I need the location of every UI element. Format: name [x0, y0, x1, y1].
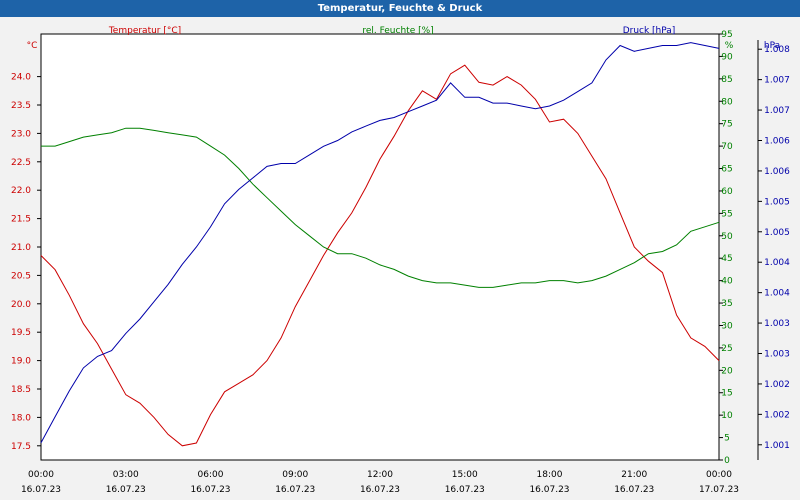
y-tick-humidity: 60: [721, 187, 733, 197]
y-tick-humidity: 55: [721, 209, 732, 219]
y-tick-pressure: 1.003: [764, 350, 790, 360]
y-tick-humidity: 75: [721, 120, 732, 130]
y-tick-pressure: 1.007: [764, 106, 790, 116]
y-tick-humidity: 0: [724, 456, 730, 466]
series-line-humidity: [41, 127, 720, 288]
x-tick-date: 16.07.23: [106, 485, 146, 495]
series-line-pressure: [40, 42, 720, 443]
y-tick-temperature: 20.5: [11, 271, 31, 281]
y-tick-pressure: 1.007: [764, 76, 790, 86]
series-line-temperature: [40, 64, 720, 447]
y-tick-temperature: 18.0: [11, 413, 31, 423]
y-tick-pressure: 1.006: [764, 137, 790, 147]
x-tick-date: 16.07.23: [529, 485, 569, 495]
y-tick-temperature: 22.5: [11, 158, 31, 168]
y-tick-pressure: 1.001: [764, 441, 790, 451]
y-tick-temperature: 24.0: [11, 73, 31, 83]
axis-labels: °C% hPa Temperatur [°C] rel. Feuchte [%] Dru…: [27, 26, 781, 51]
plot-border: [40, 33, 720, 461]
plot-area: [41, 34, 719, 460]
x-tick-time: 00:00: [706, 470, 732, 480]
y-tick-humidity: 20: [721, 366, 733, 376]
x-tick-time: 03:00: [113, 470, 139, 480]
y-tick-pressure: 1.004: [764, 258, 790, 268]
axis-title-temperature: Temperatur [°C]: [108, 26, 181, 36]
y-tick-pressure: 1.003: [764, 319, 790, 329]
y-tick-temperature: 21.0: [11, 243, 31, 253]
x-tick-time: 00:00: [28, 470, 54, 480]
tick-labels: 00:00 16.07.23 03:00 16.07.23 06:00 16.07.23 0…: [11, 30, 790, 495]
axis-unit-humidity: %: [725, 41, 734, 51]
y-tick-temperature: 17.5: [11, 442, 31, 452]
x-tick-date: 16.07.23: [21, 485, 61, 495]
axis-unit-pressure: hPa: [764, 41, 780, 51]
y-tick-humidity: 95: [721, 30, 732, 40]
y-tick-humidity: 90: [721, 52, 733, 62]
y-tick-temperature: 23.0: [11, 129, 31, 139]
y-tick-humidity: 15: [721, 389, 732, 399]
axis-title-pressure: Druck [hPa]: [623, 26, 676, 36]
y-tick-humidity: 50: [721, 232, 733, 242]
y-tick-humidity: 85: [721, 75, 732, 85]
x-tick-date: 16.07.23: [614, 485, 654, 495]
y-tick-temperature: 20.0: [11, 300, 31, 310]
y-tick-humidity: 5: [724, 434, 730, 444]
y-tick-pressure: 1.008: [764, 45, 790, 55]
x-tick-date: 16.07.23: [190, 485, 230, 495]
y-tick-temperature: 22.0: [11, 186, 31, 196]
chart-frame: [37, 33, 762, 461]
y-tick-temperature: 21.5: [11, 215, 31, 225]
y-tick-temperature: 19.5: [11, 328, 31, 338]
x-tick-date: 16.07.23: [275, 485, 315, 495]
x-tick-date: 17.07.23: [699, 485, 739, 495]
x-tick-date: 16.07.23: [360, 485, 400, 495]
x-tick-time: 09:00: [282, 470, 308, 480]
y-tick-humidity: 40: [721, 277, 733, 287]
y-tick-humidity: 25: [721, 344, 732, 354]
x-tick-time: 21:00: [621, 470, 647, 480]
axis-title-humidity: rel. Feuchte [%]: [362, 26, 433, 36]
y-tick-humidity: 35: [721, 299, 732, 309]
window-title: Temperatur, Feuchte & Druck: [0, 0, 800, 17]
series-lines: [40, 42, 720, 447]
y-tick-humidity: 65: [721, 165, 732, 175]
y-tick-humidity: 30: [721, 321, 733, 331]
y-tick-temperature: 18.5: [11, 385, 31, 395]
y-tick-pressure: 1.002: [764, 410, 790, 420]
y-tick-temperature: 23.5: [11, 101, 31, 111]
x-tick-time: 18:00: [537, 470, 563, 480]
x-tick-time: 12:00: [367, 470, 393, 480]
y-tick-humidity: 70: [721, 142, 733, 152]
x-tick-date: 16.07.23: [445, 485, 485, 495]
y-tick-pressure: 1.002: [764, 380, 790, 390]
y-tick-temperature: 19.0: [11, 357, 31, 367]
y-tick-pressure: 1.004: [764, 289, 790, 299]
y-tick-pressure: 1.005: [764, 228, 790, 238]
y-tick-humidity: 45: [721, 254, 732, 264]
y-tick-humidity: 80: [721, 97, 733, 107]
y-tick-humidity: 10: [721, 411, 733, 421]
axis-unit-temperature: °C: [27, 41, 38, 51]
x-tick-time: 06:00: [198, 470, 224, 480]
x-tick-time: 15:00: [452, 470, 478, 480]
y-tick-pressure: 1.005: [764, 197, 790, 207]
y-tick-pressure: 1.006: [764, 167, 790, 177]
